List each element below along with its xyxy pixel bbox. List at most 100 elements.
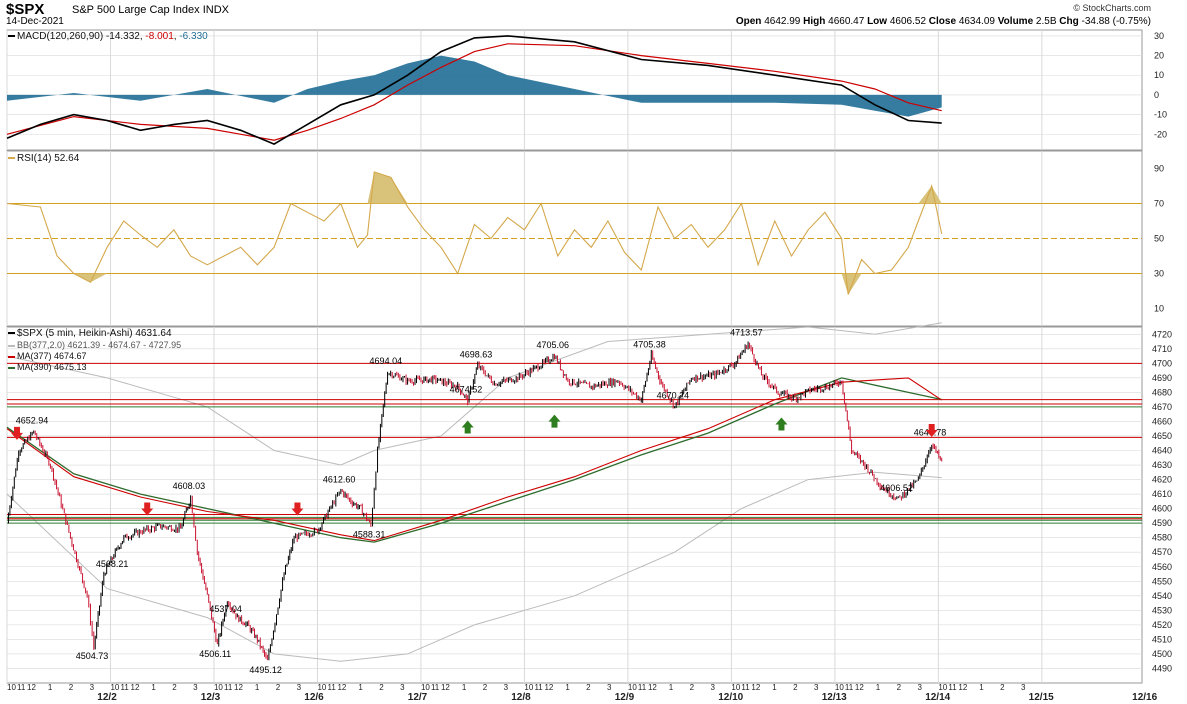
macd-signal-line [6, 43, 942, 141]
x-hour-label: 10 [628, 683, 637, 692]
low-value: 4606.52 [889, 16, 927, 27]
down-arrow-marker [11, 426, 24, 440]
bb-legend: BB(377,2.0) 4621.39 - 4674.67 - 4727.95 [8, 340, 181, 350]
chart-symbol: $SPX [6, 1, 45, 18]
x-hour-label: 2 [172, 683, 177, 692]
x-day-label: 12/6 [304, 692, 324, 703]
macd-value: -14.332 [105, 31, 140, 42]
open-value: 4642.99 [764, 16, 801, 27]
price-tick-label: 4500 [1152, 649, 1172, 659]
macd-tick-label: 0 [1154, 90, 1159, 100]
x-hour-label: 1 [151, 683, 156, 692]
x-hour-label: 11 [741, 683, 750, 692]
chart-date: 14-Dec-2021 [6, 16, 64, 27]
price-tick-label: 4670 [1152, 402, 1172, 412]
up-arrow-marker [548, 414, 561, 428]
x-hour-label: 1 [462, 683, 467, 692]
bb-lower-band [6, 471, 942, 662]
price-tick-label: 4620 [1152, 475, 1172, 485]
x-hour-label: 11 [638, 683, 647, 692]
macd-tick-label: 30 [1154, 31, 1164, 41]
price-tick-label: 4640 [1152, 446, 1172, 456]
index-name: S&P 500 Large Cap Index [72, 4, 200, 16]
x-hour-label: 11 [224, 683, 233, 692]
x-day-label: 12/15 [1029, 692, 1054, 703]
ma377-label: MA(377) [17, 351, 52, 361]
price-label: $SPX (5 min, Heikin-Ashi) [17, 328, 133, 339]
down-arrow-marker [925, 423, 938, 437]
x-hour-label: 3 [1021, 683, 1026, 692]
x-hour-label: 10 [731, 683, 740, 692]
x-day-label: 12/13 [822, 692, 847, 703]
x-hour-label: 10 [938, 683, 947, 692]
x-hour-label: 12 [131, 683, 140, 692]
price-tick-label: 4710 [1152, 344, 1172, 354]
price-annotation: 4568.21 [96, 559, 129, 569]
price-annotation: 4705.06 [536, 340, 569, 350]
price-annotation: 4588.31 [353, 530, 386, 540]
price-tick-label: 4570 [1152, 547, 1172, 557]
macd-signal-value: -8.001 [145, 31, 174, 42]
ma377-swatch [8, 355, 15, 358]
rsi-tick-label: 90 [1154, 164, 1164, 174]
price-annotation: 4537.04 [209, 604, 242, 614]
price-tick-label: 4510 [1152, 634, 1172, 644]
macd-line [6, 35, 942, 145]
price-tick-label: 4530 [1152, 605, 1172, 615]
x-hour-label: 1 [255, 683, 260, 692]
x-hour-label: 2 [69, 683, 74, 692]
rsi-tick-label: 50 [1154, 234, 1164, 244]
x-hour-label: 10 [421, 683, 430, 692]
price-tick-label: 4520 [1152, 620, 1172, 630]
x-hour-label: 11 [121, 683, 130, 692]
rsi-legend: RSI(14) 52.64 [8, 153, 79, 164]
x-day-label: 12/7 [408, 692, 428, 703]
price-annotation: 4495.12 [249, 665, 282, 675]
price-tick-label: 4650 [1152, 431, 1172, 441]
price-annotation: 4652.94 [16, 416, 49, 426]
price-tick-label: 4630 [1152, 460, 1172, 470]
macd-histogram-value: -6.330 [179, 31, 208, 42]
exchange: INDX [202, 4, 229, 16]
x-hour-label: 2 [1000, 683, 1005, 692]
x-hour-label: 11 [431, 683, 440, 692]
high-value: 4660.47 [828, 16, 865, 27]
price-annotation: 4694.04 [370, 356, 403, 366]
price-tick-label: 4600 [1152, 504, 1172, 514]
price-tick-label: 4680 [1152, 387, 1172, 397]
x-hour-label: 1 [876, 683, 881, 692]
price-tick-label: 4690 [1152, 373, 1172, 383]
macd-swatch [8, 35, 15, 38]
macd-tick-label: 10 [1154, 70, 1164, 80]
ma390-legend: MA(390) 4675.13 [8, 362, 87, 372]
volume-value: 2.5B [1035, 16, 1057, 27]
x-hour-label: 11 [17, 683, 26, 692]
x-hour-label: 12 [855, 683, 864, 692]
macd-legend: MACD(120,260,90) -14.332, -8.001, -6.330 [8, 31, 208, 42]
price-legend: $SPX (5 min, Heikin-Ashi) 4631.64 [8, 328, 172, 339]
high-label: High [803, 16, 826, 27]
x-hour-label: 11 [845, 683, 854, 692]
x-day-label: 12/10 [718, 692, 743, 703]
x-hour-label: 2 [483, 683, 488, 692]
bb-swatch [8, 344, 15, 347]
ma390-value: 4675.13 [54, 362, 87, 372]
x-hour-label: 3 [711, 683, 716, 692]
macd-tick-label: -10 [1154, 110, 1167, 120]
x-hour-label: 3 [297, 683, 302, 692]
down-arrow-marker [141, 502, 154, 516]
price-annotation: 4674.52 [450, 384, 483, 394]
x-hour-label: 1 [565, 683, 570, 692]
x-hour-label: 10 [317, 683, 326, 692]
rsi-tick-label: 70 [1154, 199, 1164, 209]
x-hour-label: 3 [193, 683, 198, 692]
x-hour-label: 2 [586, 683, 591, 692]
x-hour-label: 1 [772, 683, 777, 692]
x-hour-label: 2 [379, 683, 384, 692]
x-hour-label: 11 [948, 683, 957, 692]
x-hour-label: 2 [690, 683, 695, 692]
x-hour-label: 10 [214, 683, 223, 692]
price-tick-label: 4590 [1152, 518, 1172, 528]
price-annotation: 4608.03 [173, 481, 206, 491]
price-annotation: 4504.73 [76, 651, 109, 661]
